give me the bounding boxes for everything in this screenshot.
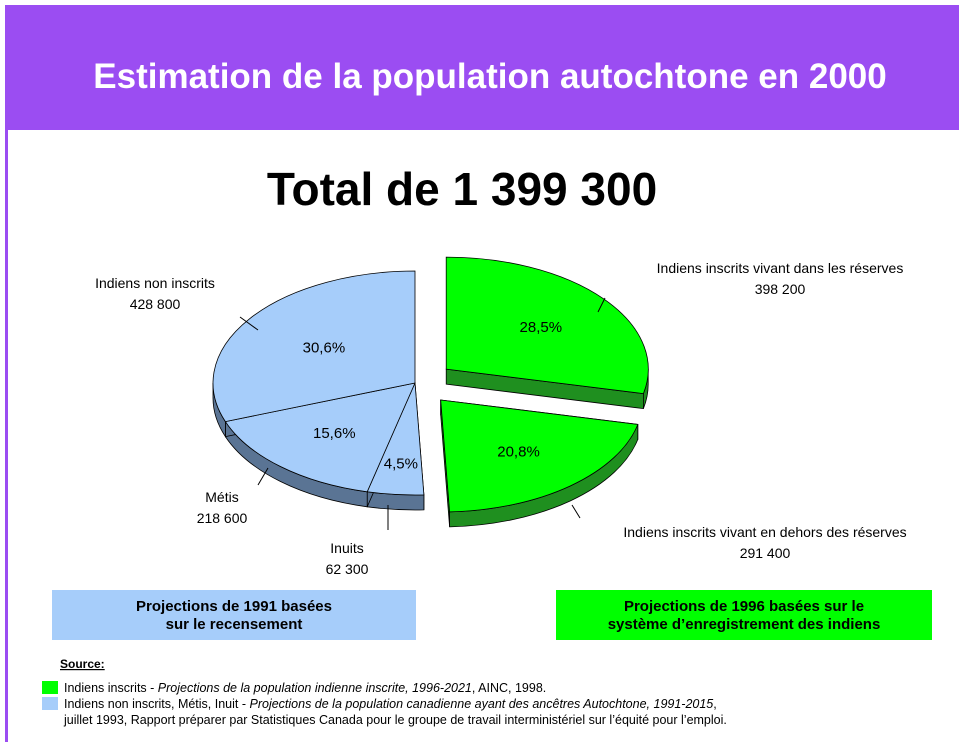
source-line: Indiens non inscrits, Métis, Inuit - Pro… — [64, 697, 717, 711]
subtitle: Total de 1 399 300 — [267, 163, 657, 215]
percent-label: 20,8% — [497, 444, 540, 461]
source-part: , AINC, 1998. — [472, 681, 546, 695]
leader-line — [257, 467, 269, 486]
source-part: Projections de la population indienne in… — [158, 681, 472, 695]
slice — [445, 256, 649, 395]
projection-text: sur le recensement — [166, 616, 303, 633]
percent-label: 15,6% — [313, 425, 356, 442]
projection-text: Projections de 1991 basées — [136, 598, 332, 615]
title: Estimation de la population autochtone e… — [93, 57, 886, 96]
count-label: 218 600 — [197, 510, 248, 526]
projection-text: Projections de 1996 basées sur le — [624, 598, 864, 615]
source-part: Indiens inscrits - — [64, 681, 158, 695]
source-part: Projections de la population canadienne … — [250, 697, 714, 711]
count-label: 291 400 — [740, 545, 791, 561]
category-label: Indiens non inscrits — [95, 275, 215, 291]
source-part: Indiens non inscrits, Métis, Inuit - — [64, 697, 250, 711]
category-label: Métis — [205, 489, 238, 505]
category-label: Indiens inscrits vivant dans les réserve… — [657, 260, 904, 276]
source-line: Indiens inscrits - Projections de la pop… — [64, 681, 546, 695]
count-label: 398 200 — [755, 281, 806, 297]
pie: 28,5% 20,8% 4,5% 15,6% 30,6% Indiens inscrits… — [95, 256, 907, 577]
leader-line — [597, 297, 606, 313]
percent-label: 4,5% — [384, 455, 418, 472]
category-label: Inuits — [330, 540, 363, 556]
source-heading: Source: — [60, 657, 105, 671]
projection-box — [52, 590, 416, 640]
percent-label: 28,5% — [520, 319, 563, 336]
projection-box — [556, 590, 932, 640]
header-band — [5, 5, 959, 130]
slice — [224, 382, 416, 493]
legend-swatch — [42, 697, 58, 710]
left-border — [5, 130, 8, 742]
projection-text: système d’enregistrement des indiens — [608, 616, 881, 633]
category-label: Indiens inscrits vivant en dehors des ré… — [623, 524, 906, 540]
slice — [212, 270, 416, 423]
percent-label: 30,6% — [303, 340, 346, 357]
slice — [440, 399, 639, 513]
leader-line — [239, 316, 259, 331]
leader-line — [571, 504, 581, 519]
source-part: , — [713, 697, 716, 711]
count-label: 428 800 — [130, 296, 181, 312]
count-label: 62 300 — [326, 561, 369, 577]
source-line: juillet 1993, Rapport préparer par Stati… — [63, 713, 727, 727]
legend-swatch — [42, 681, 58, 694]
